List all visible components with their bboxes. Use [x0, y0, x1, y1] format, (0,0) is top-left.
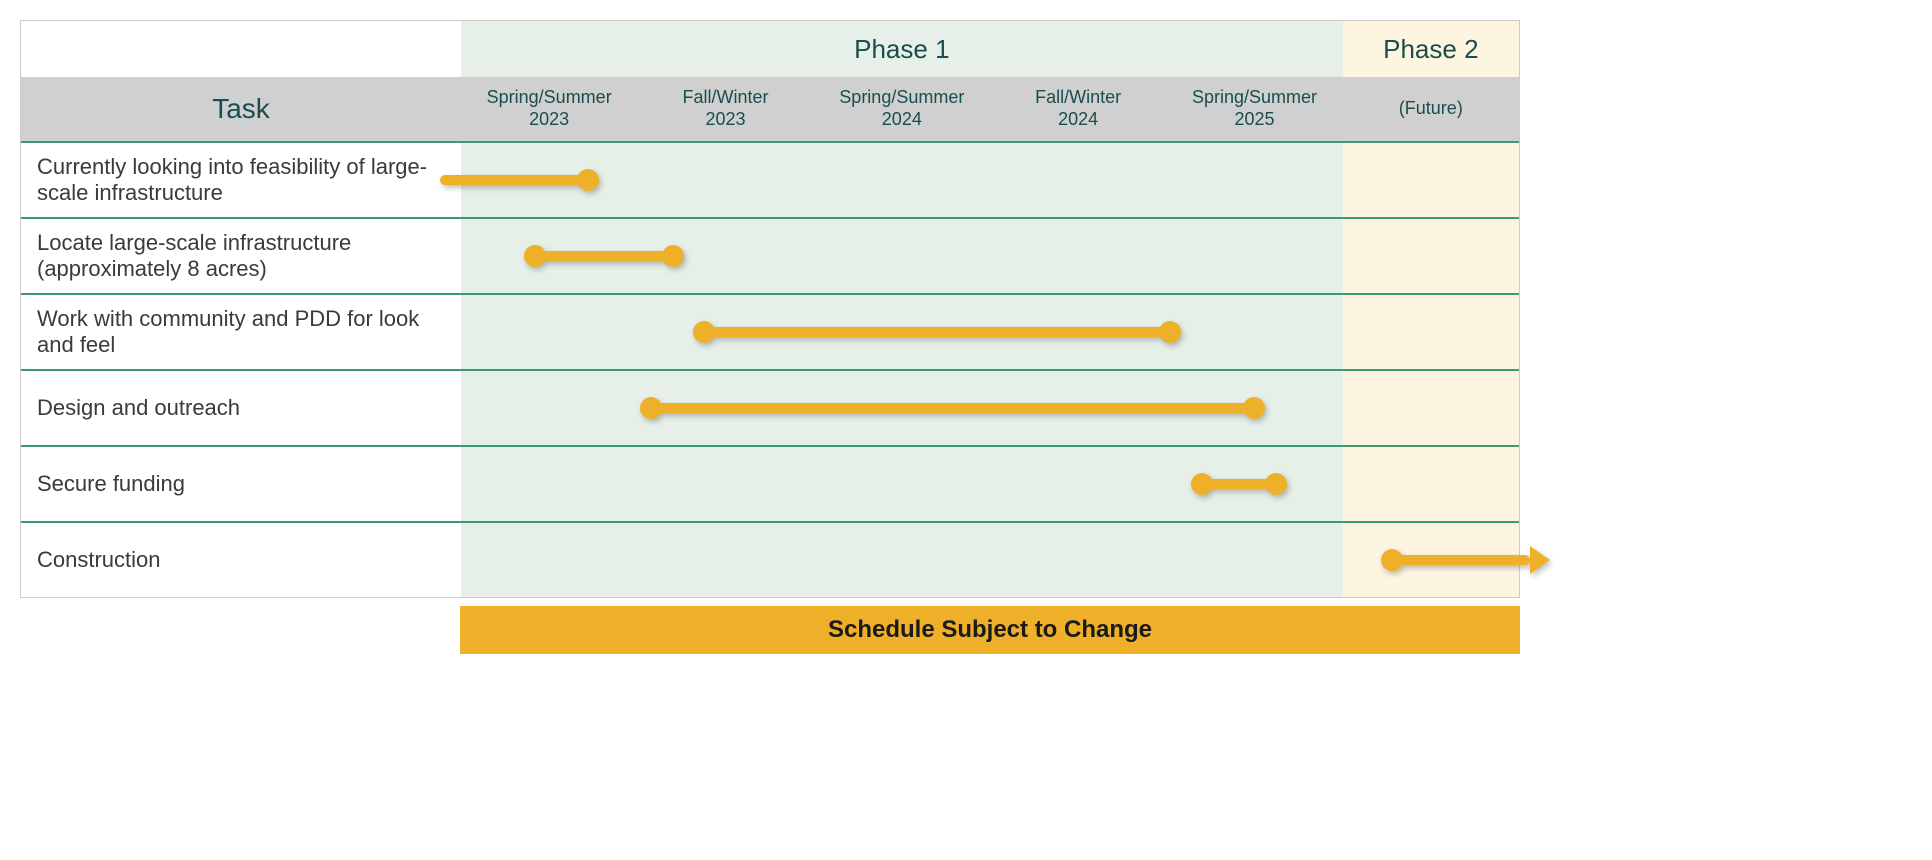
phase2-bg [1343, 295, 1519, 369]
period-line2: 2025 [1234, 109, 1274, 131]
bar-end-dot [1243, 397, 1265, 419]
gantt-bar [535, 245, 673, 267]
period-header-5: (Future) [1343, 77, 1519, 141]
period-line2: 2023 [705, 109, 745, 131]
bar-line [1392, 555, 1530, 565]
phase2-bg [1343, 219, 1519, 293]
bar-start-dot [1381, 549, 1403, 571]
task-timeline [461, 143, 1519, 217]
period-line1: Fall/Winter [682, 87, 768, 109]
period-header-1: Fall/Winter2023 [637, 77, 813, 141]
phase-cells: Phase 1Phase 2 [461, 21, 1519, 77]
bar-end-dot [1159, 321, 1181, 343]
bar-line [440, 175, 588, 185]
task-label: Secure funding [21, 447, 461, 521]
gantt-bar [440, 169, 588, 191]
period-line2: 2024 [882, 109, 922, 131]
task-timeline [461, 371, 1519, 445]
task-label: Currently looking into feasibility of la… [21, 143, 461, 217]
bar-end-dot [577, 169, 599, 191]
task-label: Locate large-scale infrastructure (appro… [21, 219, 461, 293]
bar-start-dot [640, 397, 662, 419]
period-line1: Spring/Summer [1192, 87, 1317, 109]
task-row: Secure funding [21, 445, 1519, 521]
footer-bar: Schedule Subject to Change [460, 606, 1520, 654]
gantt-bar [1202, 473, 1276, 495]
period-line1: Spring/Summer [839, 87, 964, 109]
task-timeline [461, 219, 1519, 293]
task-row: Construction [21, 521, 1519, 597]
phase2-bg [1343, 143, 1519, 217]
bar-start-dot [693, 321, 715, 343]
period-header-0: Spring/Summer2023 [461, 77, 637, 141]
task-row: Design and outreach [21, 369, 1519, 445]
phase2-bg [1343, 447, 1519, 521]
task-timeline [461, 447, 1519, 521]
task-label: Construction [21, 523, 461, 597]
period-line1: (Future) [1399, 98, 1463, 120]
period-line1: Spring/Summer [487, 87, 612, 109]
phase2-bg [1343, 371, 1519, 445]
gantt-bar [704, 321, 1170, 343]
bar-end-arrow-icon [1530, 546, 1550, 574]
bar-line [704, 327, 1170, 337]
task-label: Work with community and PDD for look and… [21, 295, 461, 369]
task-column-header: Task [21, 77, 461, 141]
period-header-3: Fall/Winter2024 [990, 77, 1166, 141]
task-row: Work with community and PDD for look and… [21, 293, 1519, 369]
task-row: Currently looking into feasibility of la… [21, 141, 1519, 217]
task-timeline [461, 523, 1519, 597]
period-header-4: Spring/Summer2025 [1166, 77, 1342, 141]
period-headers: Spring/Summer2023Fall/Winter2023Spring/S… [461, 77, 1519, 141]
header-row: Task Spring/Summer2023Fall/Winter2023Spr… [21, 77, 1519, 141]
bar-start-dot [524, 245, 546, 267]
gantt-chart: Phase 1Phase 2 Task Spring/Summer2023Fal… [20, 20, 1520, 598]
period-line2: 2023 [529, 109, 569, 131]
phase-row-spacer [21, 21, 461, 77]
phase-label-1: Phase 2 [1343, 21, 1519, 77]
bar-line [651, 403, 1254, 413]
task-rows: Currently looking into feasibility of la… [21, 141, 1519, 597]
task-row: Locate large-scale infrastructure (appro… [21, 217, 1519, 293]
phase-label-0: Phase 1 [461, 21, 1343, 77]
task-timeline [461, 295, 1519, 369]
bar-end-dot [1265, 473, 1287, 495]
period-header-2: Spring/Summer2024 [814, 77, 990, 141]
phase1-bg [461, 523, 1343, 597]
bar-line [535, 251, 673, 261]
phase-row: Phase 1Phase 2 [21, 21, 1519, 77]
footer-label: Schedule Subject to Change [828, 616, 1152, 644]
task-label: Design and outreach [21, 371, 461, 445]
period-line2: 2024 [1058, 109, 1098, 131]
period-line1: Fall/Winter [1035, 87, 1121, 109]
bar-end-dot [662, 245, 684, 267]
bar-start-dot [1191, 473, 1213, 495]
gantt-bar [651, 397, 1254, 419]
gantt-bar [1392, 549, 1530, 571]
